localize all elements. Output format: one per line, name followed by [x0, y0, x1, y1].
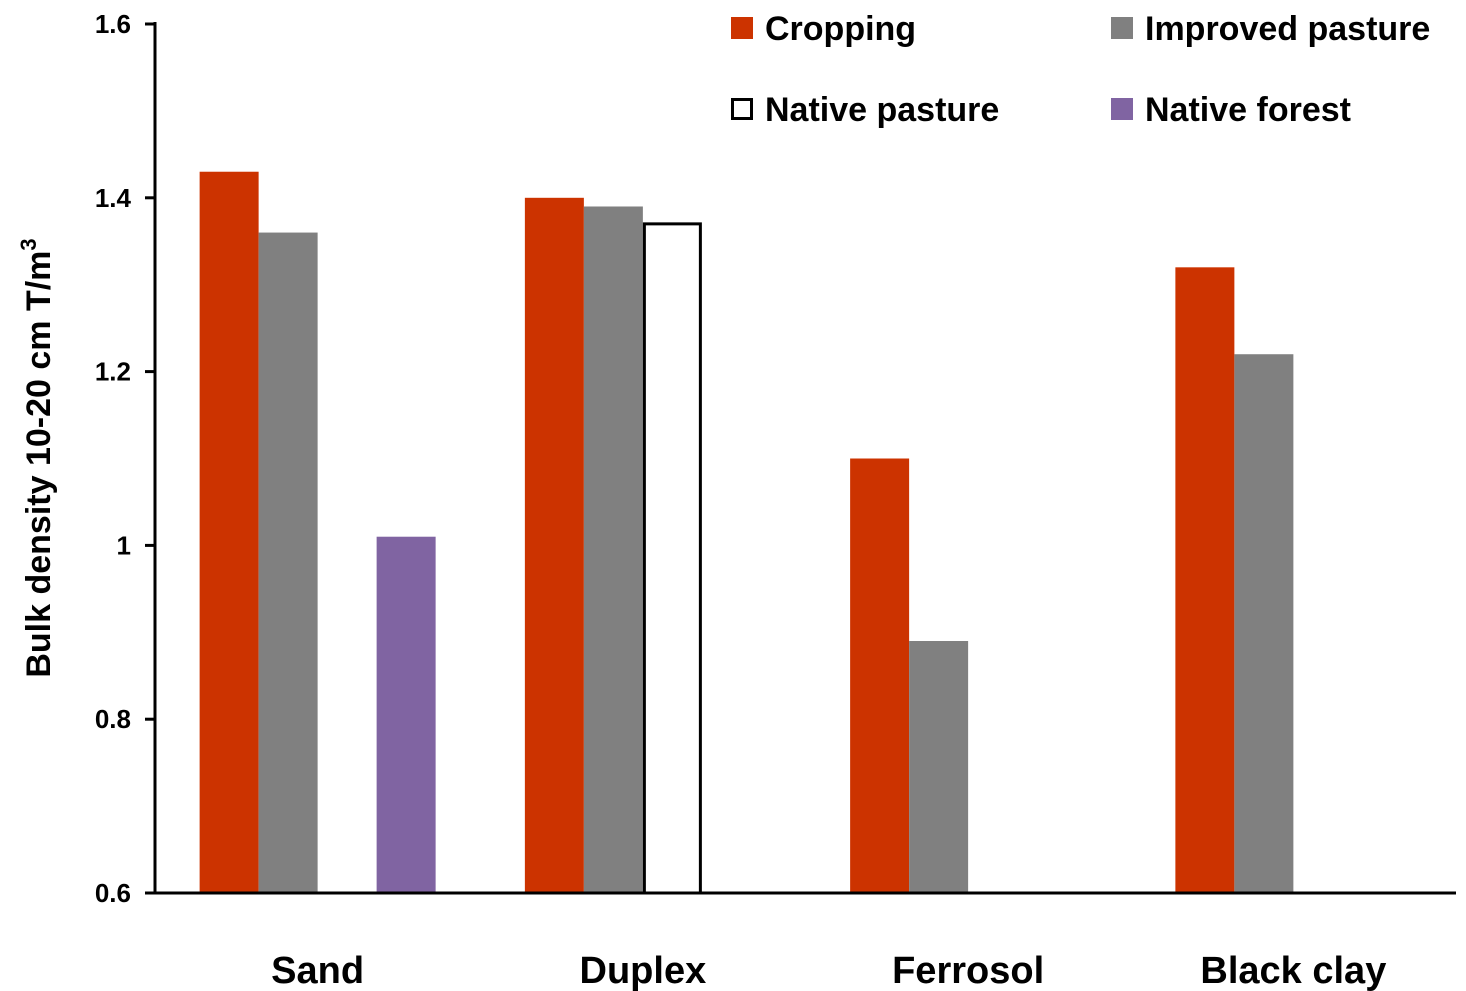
legend-swatch-cropping	[731, 17, 753, 39]
bars-group	[199, 171, 1294, 895]
y-tick-label: 0.8	[95, 704, 131, 734]
y-tick-label: 0.6	[95, 878, 131, 908]
bar-improved-pasture-duplex	[583, 206, 643, 894]
legend-swatch-native-pasture	[731, 98, 753, 120]
legend-label-native-forest: Native forest	[1145, 91, 1351, 129]
legend-swatch-native-forest	[1111, 98, 1133, 120]
bar-cropping-sand	[199, 171, 259, 894]
bar-improved-pasture-black-clay	[1234, 354, 1294, 894]
axes-group	[153, 22, 1456, 895]
x-category-label: Black clay	[1200, 950, 1386, 991]
bar-improved-pasture-ferrosol	[909, 640, 969, 893]
y-axis-title: Bulk density 10-20 cm T/m3	[16, 238, 58, 677]
y-tick-label: 1	[117, 530, 131, 560]
y-tick-label: 1.2	[95, 357, 131, 387]
legend-label-native-pasture: Native pasture	[765, 91, 999, 129]
x-category-label: Sand	[271, 950, 364, 991]
y-ticks-group: 0.6 0.8 1 1.2 1.4 1.6	[95, 9, 155, 908]
x-category-label: Duplex	[580, 950, 707, 991]
bar-native-pasture-duplex	[642, 222, 702, 895]
y-tick-label: 1.4	[95, 183, 132, 213]
bar-cropping-black-clay	[1175, 267, 1235, 893]
legend: Cropping Improved pasture Native pasture Na…	[731, 10, 1430, 129]
bar-native-forest-sand	[376, 536, 436, 893]
bar-cropping-duplex	[524, 197, 584, 894]
bar-cropping-ferrosol	[850, 458, 910, 893]
bar-improved-pasture-sand	[258, 232, 318, 893]
y-tick-label: 1.6	[95, 9, 131, 39]
legend-swatch-improved-pasture	[1111, 17, 1133, 39]
legend-label-cropping: Cropping	[765, 10, 916, 48]
y-axis-title-text: Bulk density 10-20 cm T/m	[20, 251, 58, 678]
x-category-label: Ferrosol	[892, 950, 1044, 991]
y-axis-title-superscript: 3	[16, 238, 41, 250]
x-labels-group: Sand Duplex Ferrosol Black clay	[271, 950, 1386, 991]
legend-label-improved-pasture: Improved pasture	[1145, 10, 1430, 48]
